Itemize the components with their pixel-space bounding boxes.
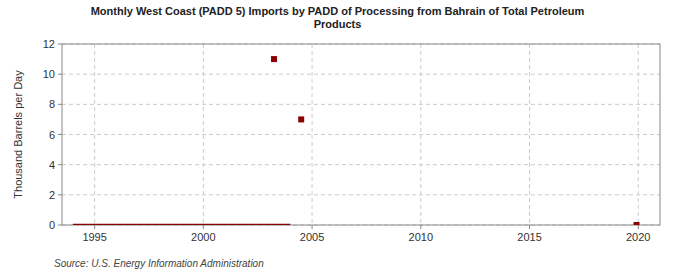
y-tick-label: 2 bbox=[49, 189, 55, 201]
title: Monthly West Coast (PADD 5) Imports by P… bbox=[91, 5, 585, 30]
x-tick-label: 1995 bbox=[82, 231, 106, 243]
point bbox=[634, 222, 640, 225]
grid-line-y bbox=[62, 74, 660, 75]
y-tick bbox=[58, 164, 62, 165]
grid-line-y bbox=[62, 194, 660, 195]
grid-line-x bbox=[312, 44, 313, 225]
y-tick bbox=[58, 74, 62, 75]
plot-data bbox=[73, 56, 640, 225]
line bbox=[73, 224, 290, 225]
x-tick-label: 2020 bbox=[626, 231, 650, 243]
grid bbox=[62, 44, 660, 225]
grid-line-x bbox=[203, 44, 204, 225]
x-tick bbox=[529, 225, 530, 229]
y-tick bbox=[58, 104, 62, 105]
grid-line-x bbox=[94, 44, 95, 225]
y-tick bbox=[58, 134, 62, 135]
y-tick-label: 12 bbox=[43, 38, 55, 50]
grid-line-y bbox=[62, 104, 660, 105]
source: Source: U.S. Energy Information Administ… bbox=[54, 258, 264, 269]
y-tick bbox=[58, 44, 62, 45]
x-tick bbox=[638, 225, 639, 229]
y-tick-label: 6 bbox=[49, 129, 55, 141]
x-tick bbox=[420, 225, 421, 229]
x-tick-label: 2015 bbox=[517, 231, 541, 243]
x-tick bbox=[94, 225, 95, 229]
x-tick bbox=[203, 225, 204, 229]
y-axis-label: Thousand Barrels per Day bbox=[12, 70, 24, 199]
x-tick-label: 2005 bbox=[300, 231, 324, 243]
x-tick-label: 2000 bbox=[191, 231, 215, 243]
x-tick-label: 2010 bbox=[409, 231, 433, 243]
y-tick-label: 4 bbox=[49, 159, 55, 171]
point bbox=[298, 116, 304, 122]
plot-frame bbox=[62, 44, 660, 225]
x-tick bbox=[312, 225, 313, 229]
y-tick-label: 10 bbox=[43, 68, 55, 80]
grid-line-x bbox=[638, 44, 639, 225]
grid-line-x bbox=[420, 44, 421, 225]
axes: 1995 2000 2005 2010 2015 2020 0 2 4 6 8 10 12 bbox=[43, 38, 651, 243]
y-tick bbox=[58, 194, 62, 195]
y-tick-label: 0 bbox=[49, 219, 55, 231]
y-tick-label: 8 bbox=[49, 98, 55, 110]
y-tick bbox=[58, 225, 62, 226]
chart: Monthly West Coast (PADD 5) Imports by P… bbox=[0, 0, 675, 275]
point bbox=[271, 56, 277, 62]
grid-line-y bbox=[62, 164, 660, 165]
grid-line-y bbox=[62, 134, 660, 135]
grid-line-x bbox=[529, 44, 530, 225]
